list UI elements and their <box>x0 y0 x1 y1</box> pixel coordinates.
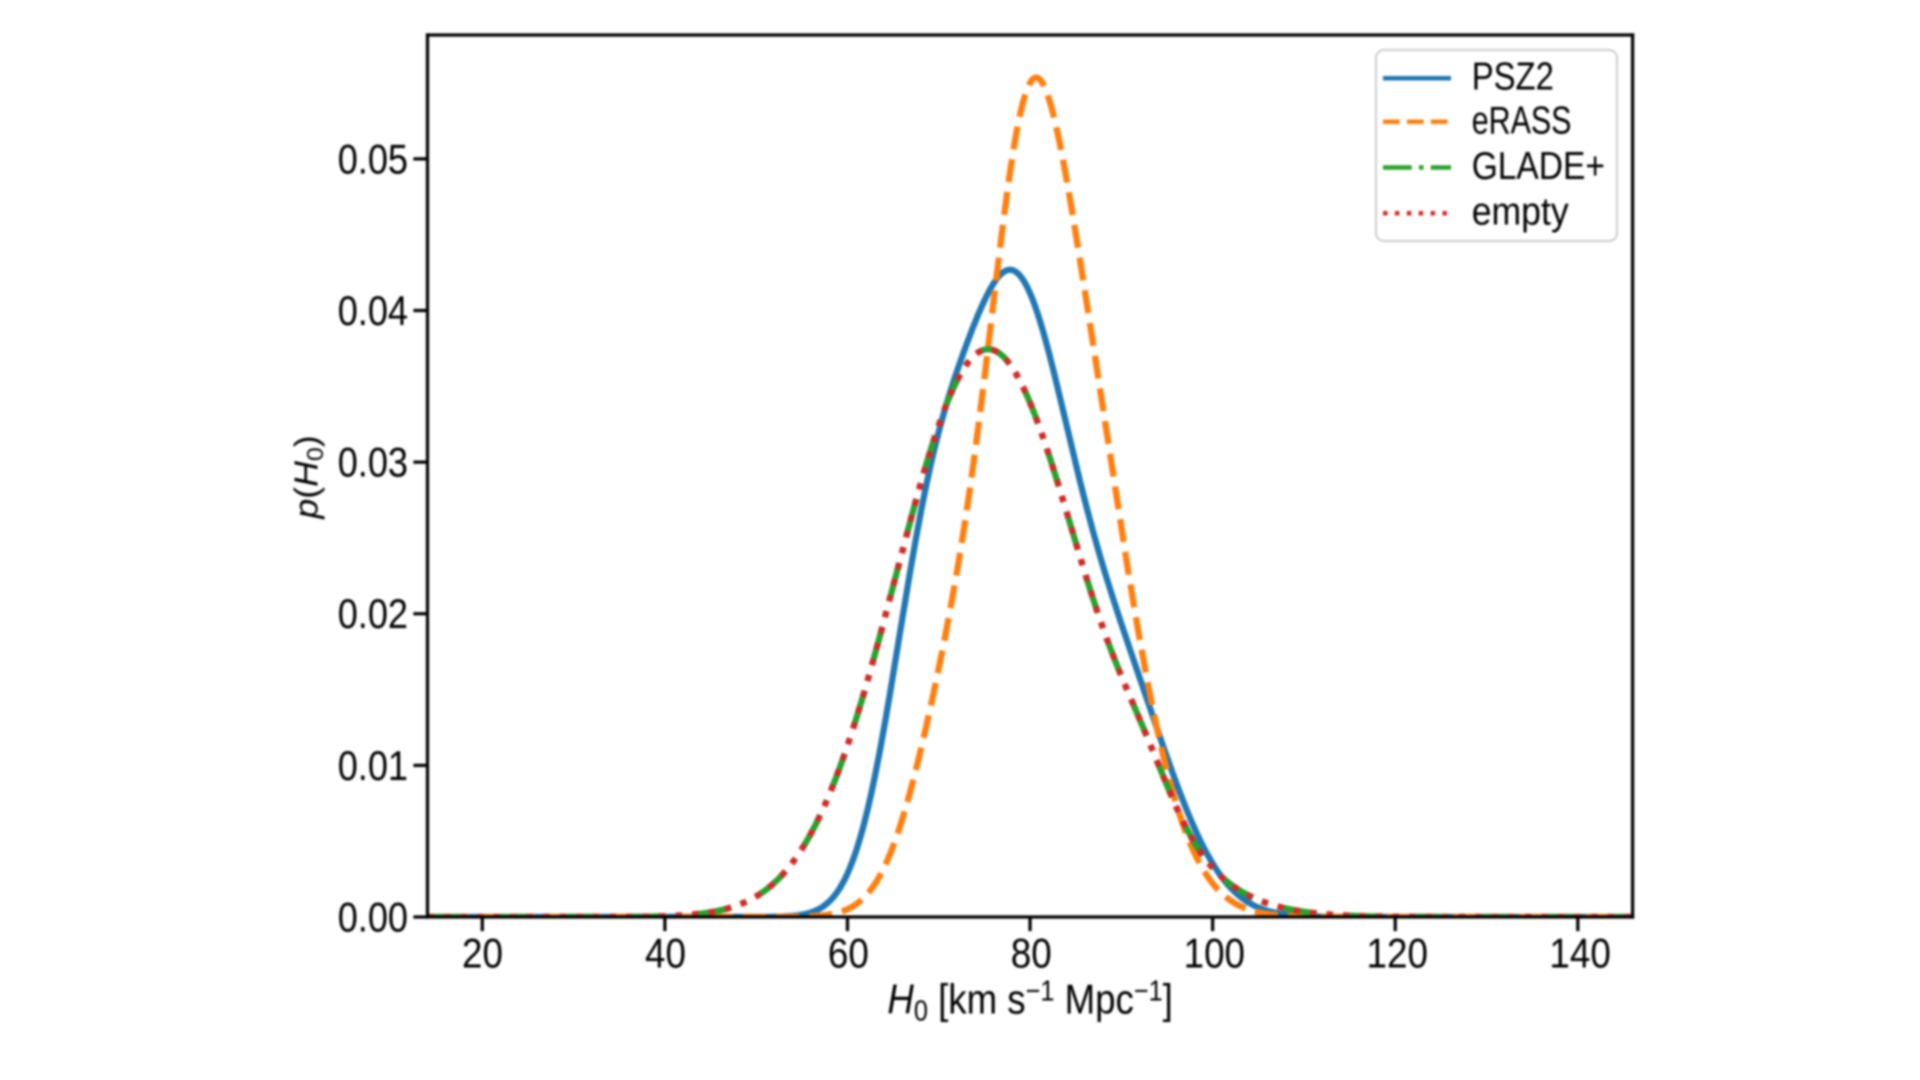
svg-text:GLADE+: GLADE+ <box>1472 143 1605 187</box>
svg-text:0.02: 0.02 <box>338 591 408 638</box>
svg-text:empty: empty <box>1472 189 1569 233</box>
svg-text:60: 60 <box>828 930 869 977</box>
svg-text:0.03: 0.03 <box>338 439 408 486</box>
svg-text:100: 100 <box>1184 930 1245 977</box>
svg-text:p(H0): p(H0) <box>289 435 329 519</box>
svg-text:20: 20 <box>462 930 503 977</box>
svg-text:H0 [km s−1 Mpc−1]: H0 [km s−1 Mpc−1] <box>887 974 1173 1027</box>
svg-text:120: 120 <box>1366 930 1427 977</box>
svg-text:eRASS: eRASS <box>1472 99 1572 143</box>
svg-text:40: 40 <box>645 930 686 977</box>
svg-text:0.00: 0.00 <box>338 894 408 941</box>
svg-text:140: 140 <box>1549 930 1610 977</box>
svg-text:0.05: 0.05 <box>338 136 408 183</box>
svg-text:0.04: 0.04 <box>338 287 408 334</box>
svg-text:0.01: 0.01 <box>338 742 408 789</box>
svg-text:PSZ2: PSZ2 <box>1472 54 1554 98</box>
svg-text:80: 80 <box>1011 930 1052 977</box>
